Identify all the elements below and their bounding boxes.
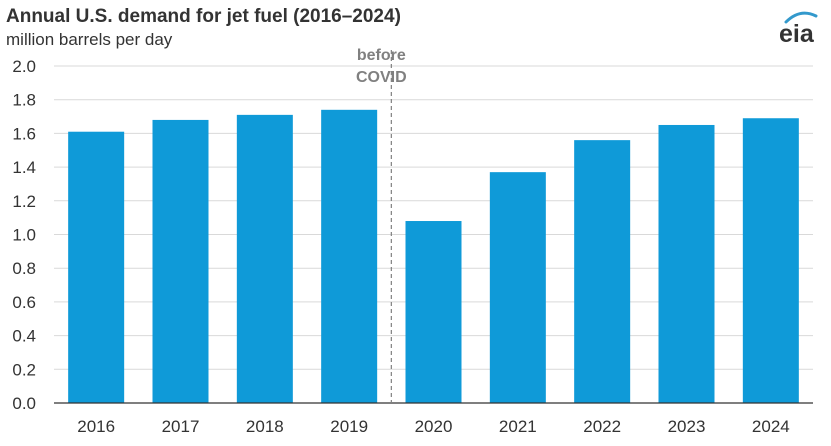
x-tick-label: 2017 (162, 417, 200, 436)
bar-2022 (574, 140, 631, 403)
bar-2021 (489, 172, 546, 403)
y-tick-label: 0.2 (12, 360, 36, 379)
y-tick-label: 1.6 (12, 124, 36, 143)
eia-logo-icon: eia (779, 11, 818, 46)
eia-logo-text: eia (779, 20, 815, 46)
bar-2019 (321, 109, 378, 403)
annotation-label: COVID (356, 69, 407, 86)
eia-logo-arc (784, 11, 818, 24)
y-tick-label: 1.2 (12, 192, 36, 211)
y-tick-label: 1.0 (12, 226, 36, 245)
bar-2018 (236, 114, 293, 404)
x-tick-label: 2019 (330, 417, 368, 436)
bar-2016 (68, 131, 125, 403)
bar-2024 (742, 118, 799, 404)
y-tick-label: 0.0 (12, 394, 36, 413)
annotation-label: before (357, 47, 406, 64)
y-tick-label: 1.8 (12, 91, 36, 110)
chart-title: Annual U.S. demand for jet fuel (2016–20… (6, 6, 401, 27)
bar-2023 (658, 124, 715, 403)
bar-2017 (152, 119, 209, 404)
x-tick-label: 2024 (752, 417, 790, 436)
x-tick-label: 2016 (77, 417, 115, 436)
y-tick-label: 2.0 (12, 57, 36, 76)
x-tick-label: 2021 (499, 417, 537, 436)
chart-subtitle: million barrels per day (6, 30, 173, 49)
y-tick-label: 0.6 (12, 293, 36, 312)
y-tick-label: 0.4 (12, 327, 36, 346)
x-tick-label: 2022 (583, 417, 621, 436)
x-tick-label: 2020 (415, 417, 453, 436)
x-tick-label: 2023 (668, 417, 706, 436)
y-tick-label: 1.4 (12, 158, 36, 177)
y-tick-label: 0.8 (12, 259, 36, 278)
bar-2020 (405, 221, 462, 403)
x-tick-label: 2018 (246, 417, 284, 436)
